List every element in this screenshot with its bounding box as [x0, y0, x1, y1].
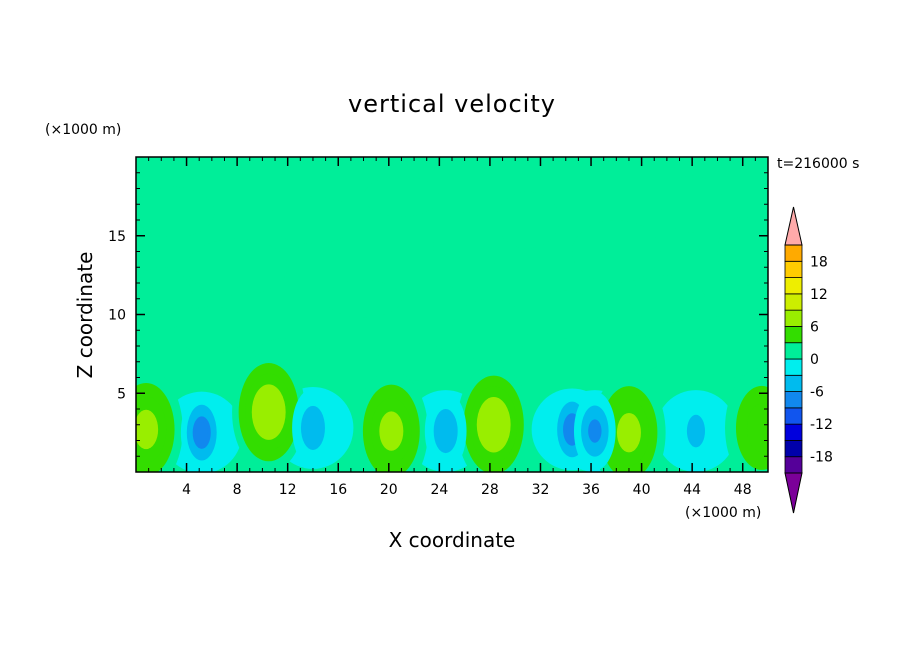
colorbar-swatch [784, 342, 803, 360]
colorbar-swatch [784, 374, 803, 392]
updraft-contour [746, 403, 768, 453]
contour-patch [376, 342, 452, 381]
x-tick-label: 28 [481, 482, 499, 498]
plot-area [136, 157, 768, 472]
updraft-contour [258, 395, 280, 430]
x-tick-label: 36 [582, 482, 600, 498]
contour-patch [660, 175, 724, 233]
downdraft-contour [588, 419, 602, 443]
colorbar-swatch [784, 309, 803, 327]
y-axis-label: Z coordinate [73, 252, 97, 379]
colorbar-swatch [784, 391, 803, 409]
x-tick-label: 8 [233, 482, 242, 498]
colorbar-label: -18 [810, 450, 833, 466]
x-axis-label: X coordinate [389, 528, 516, 552]
y-unit-label: (×1000 m) [45, 122, 121, 138]
colorbar-label: 12 [810, 287, 828, 303]
contour-patch [534, 290, 598, 339]
colorbar-swatch [784, 423, 803, 441]
contour-patch [692, 314, 768, 378]
y-tick-label: 15 [108, 229, 126, 245]
x-tick-label: 44 [683, 482, 701, 498]
colorbar-swatch [784, 293, 803, 311]
downdraft-contour [438, 417, 454, 445]
contour-patch [628, 275, 705, 323]
contour-patch [496, 191, 560, 249]
colorbar-label: -12 [810, 417, 833, 433]
contour-patch [363, 175, 440, 217]
contour-patch [186, 238, 288, 296]
contour-patch [268, 196, 358, 244]
colorbar-label: 18 [810, 254, 828, 270]
colorbar-swatch [784, 440, 803, 458]
time-label: t=216000 s [777, 156, 859, 172]
colorbar-max-arrow [784, 206, 803, 246]
colorbar-label: -6 [810, 385, 824, 401]
colorbar-swatch [784, 277, 803, 295]
colorbar-swatch [784, 358, 803, 376]
x-tick-label: 4 [182, 482, 191, 498]
updraft-contour [136, 409, 159, 450]
contour-field [136, 175, 768, 472]
contour-patch [173, 306, 250, 354]
contour-patch [325, 279, 402, 318]
contour-patch [136, 186, 215, 238]
downdraft-contour [305, 414, 321, 442]
x-axis: 4 8 12 16 20 24 28 32 36 40 44 48 [148, 157, 756, 498]
contour-patch [136, 267, 193, 331]
contour-patch [572, 220, 661, 283]
colorbar-swatch [784, 456, 803, 474]
updraft-contour [616, 412, 641, 453]
colorbar: 18 12 6 0 -6 -12 -18 [784, 206, 833, 514]
contour-patch [717, 216, 768, 287]
colorbar-swatch [784, 407, 803, 425]
x-tick-label: 12 [279, 482, 297, 498]
contour-patch [452, 298, 528, 362]
contour-patch [591, 334, 667, 373]
colorbar-swatch [784, 260, 803, 278]
contour-patch [433, 212, 497, 291]
downdraft-contour [686, 414, 706, 448]
y-tick-label: 5 [117, 386, 126, 402]
x-tick-label: 40 [633, 482, 651, 498]
updraft-contour [379, 411, 404, 451]
colorbar-swatch [784, 244, 803, 262]
y-tick-label: 10 [108, 308, 126, 324]
colorbar-min-arrow [784, 472, 803, 514]
x-tick-label: 48 [734, 482, 752, 498]
x-tick-label: 20 [380, 482, 398, 498]
x-tick-label: 16 [329, 482, 347, 498]
downdraft-contour [195, 422, 208, 444]
chart-title: vertical velocity [348, 90, 556, 118]
y-axis: 5 10 15 [108, 172, 768, 457]
colorbar-label: 6 [810, 319, 819, 335]
x-tick-label: 24 [430, 482, 448, 498]
updraft-contour [483, 407, 505, 442]
colorbar-swatch [784, 326, 803, 344]
x-unit-label: (×1000 m) [685, 505, 761, 521]
x-tick-label: 32 [532, 482, 550, 498]
colorbar-label: 0 [810, 352, 819, 368]
